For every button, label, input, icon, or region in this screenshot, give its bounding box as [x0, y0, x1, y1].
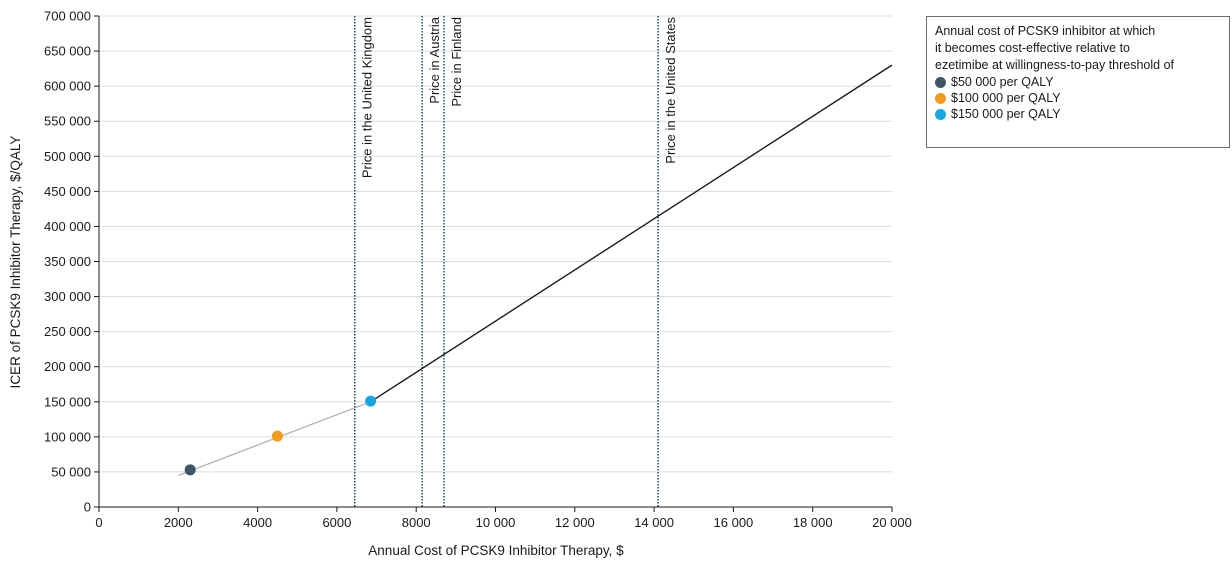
legend-label-50000: $50 000 per QALY — [951, 75, 1054, 89]
legend-swatch-150000 — [935, 108, 946, 120]
y-tick-label: 200 000 — [44, 359, 91, 374]
y-tick-label: 500 000 — [44, 149, 91, 164]
price-reference-label: Price in the United Kingdom — [360, 17, 375, 178]
y-tick-label: 0 — [84, 500, 91, 515]
gridlines — [99, 15, 892, 473]
y-tick-label: 600 000 — [44, 79, 91, 94]
y-tick-label: 50 000 — [51, 464, 91, 479]
legend-title-line-2: it becomes cost-effective relative to — [935, 41, 1130, 55]
x-tick-label: 4000 — [243, 515, 272, 530]
y-tick-label: 150 000 — [44, 394, 91, 409]
price-reference-label: Price in Austria — [427, 16, 442, 103]
legend-item-50000: $50 000 per QALY — [935, 74, 1221, 90]
x-axis-title: Annual Cost of PCSK9 Inhibitor Therapy, … — [368, 543, 624, 558]
x-tick-label: 16 000 — [714, 515, 754, 530]
legend-title-line-1: Annual cost of PCSK9 inhibitor at which — [935, 24, 1156, 38]
y-tick-label: 250 000 — [44, 324, 91, 339]
price-reference-lines: Price in the United Kingdom Price in Aust… — [353, 16, 678, 507]
x-tick-label: 6000 — [322, 515, 351, 530]
y-axis-title: ICER of PCSK9 Inhibitor Therapy, $/QALY — [8, 136, 23, 389]
y-tick-label: 100 000 — [44, 429, 91, 444]
x-tick-label: 0 — [95, 515, 102, 530]
icer-lines — [178, 64, 893, 476]
y-tick-label: 400 000 — [44, 219, 91, 234]
x-tick-label: 12 000 — [555, 515, 595, 530]
legend: Annual cost of PCSK9 inhibitor at which … — [926, 16, 1230, 148]
y-tick-label: 700 000 — [44, 9, 91, 24]
x-tick-label: 18 000 — [793, 515, 833, 530]
y-tick-label: 300 000 — [44, 289, 91, 304]
threshold-point-1 — [184, 464, 196, 476]
legend-label-150000: $150 000 per QALY — [951, 107, 1061, 121]
y-tick-label: 450 000 — [44, 184, 91, 199]
x-tick-label: 14 000 — [634, 515, 674, 530]
y-tick-label: 550 000 — [44, 114, 91, 129]
x-tick-label: 2000 — [164, 515, 193, 530]
x-tick-label: 8000 — [402, 515, 431, 530]
axes: 0 50 000 100 000 150 000 200 000 250 000 300 0… — [44, 9, 912, 531]
legend-item-150000: $150 000 per QALY — [935, 106, 1221, 122]
threshold-points — [184, 395, 377, 476]
legend-title-line-3: ezetimibe at willingness-to-pay threshol… — [935, 58, 1175, 72]
threshold-point-2 — [271, 430, 283, 442]
y-tick-label: 650 000 — [44, 44, 91, 59]
threshold-point-3 — [365, 395, 377, 407]
legend-swatch-50000 — [935, 76, 946, 88]
legend-item-100000: $100 000 per QALY — [935, 90, 1221, 106]
icer-line-black — [370, 64, 893, 403]
legend-label-100000: $100 000 per QALY — [951, 91, 1061, 105]
y-tick-label: 350 000 — [44, 254, 91, 269]
price-reference-label: Price in the United States — [663, 17, 678, 164]
legend-swatch-100000 — [935, 92, 946, 104]
x-tick-label: 20 000 — [872, 515, 912, 530]
price-reference-label: Price in Finland — [449, 17, 464, 107]
x-tick-label: 10 000 — [476, 515, 516, 530]
